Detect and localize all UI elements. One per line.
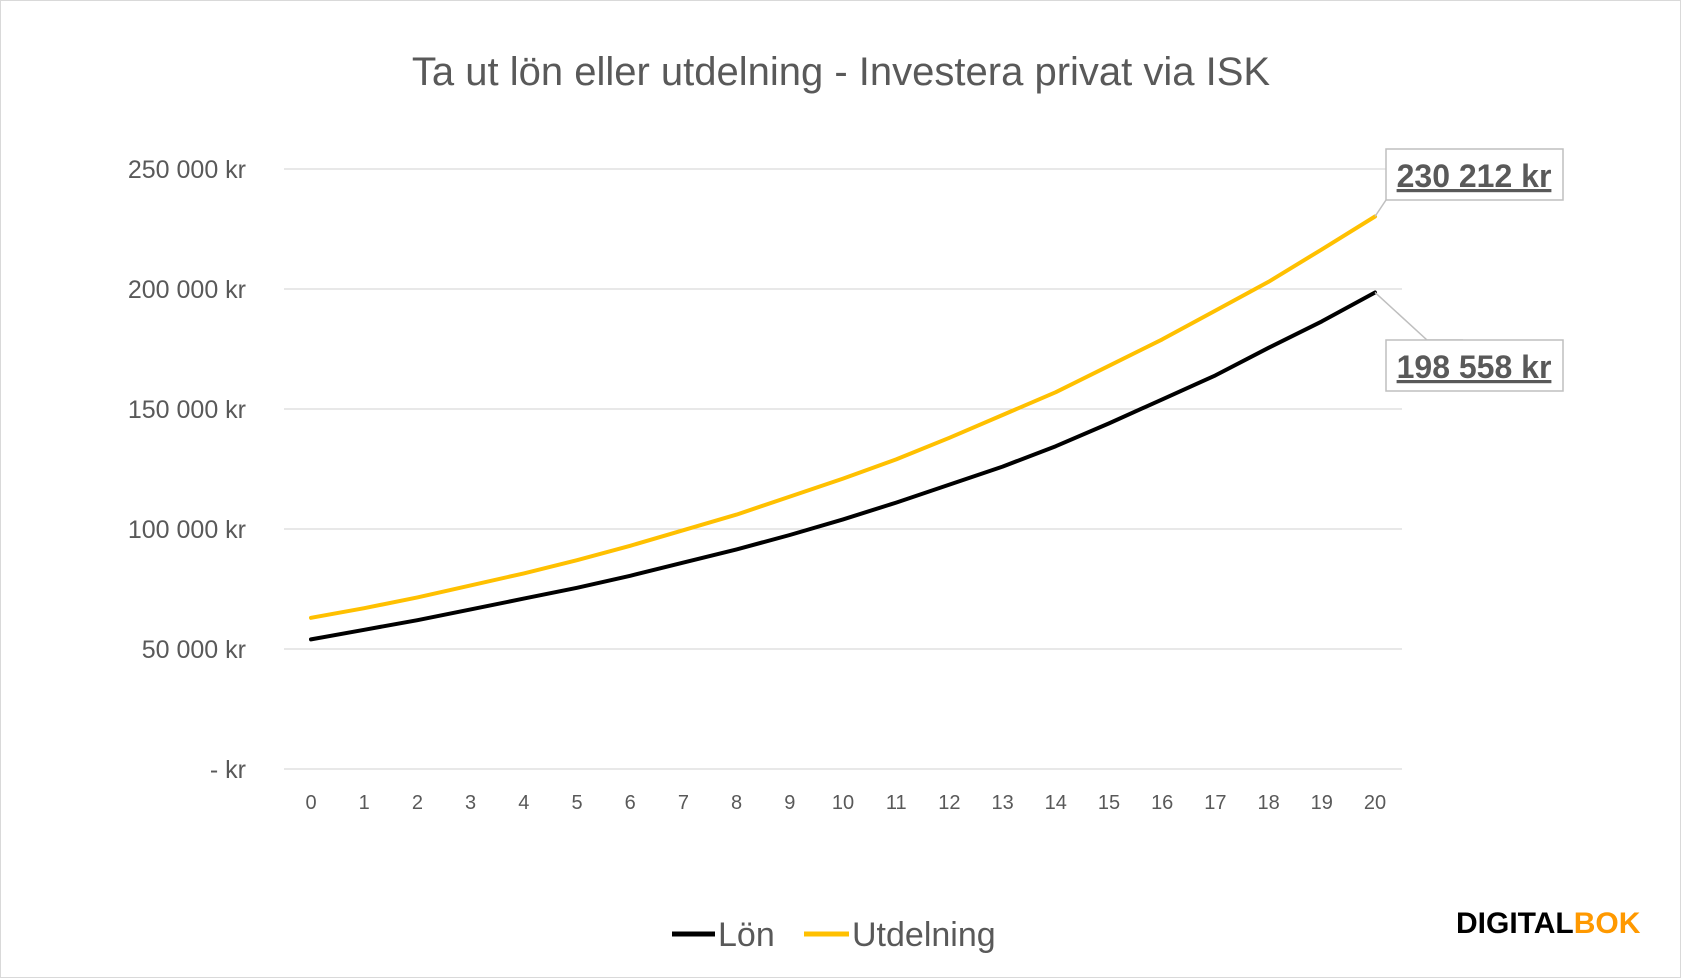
- x-tick-label: 3: [465, 792, 476, 814]
- callout-leader-utdelning: [1374, 199, 1387, 217]
- series-line-lon: [309, 290, 1377, 642]
- legend-label-utdelning: Utdelning: [852, 916, 996, 954]
- x-tick-label: 1: [359, 792, 370, 814]
- legend: Lön Utdelning: [672, 916, 996, 954]
- x-tick-label: 18: [1257, 792, 1279, 814]
- y-tick-label: - kr: [210, 756, 246, 784]
- x-tick-label: 2: [412, 792, 423, 814]
- x-tick-label: 14: [1045, 792, 1067, 814]
- x-axis-ticks: 0 1 2 3 4 5 6 7 8 9 10 11 12 13 14 15 16 17 18 19 20: [305, 792, 1386, 814]
- y-tick-label: 100 000 kr: [128, 516, 246, 544]
- y-axis-ticks: - kr 50 000 kr 100 000 kr 150 000 kr 200 000…: [128, 156, 246, 784]
- x-tick-label: 7: [678, 792, 689, 814]
- x-tick-label: 0: [305, 792, 316, 814]
- brand-logo-part2: BOK: [1574, 907, 1641, 940]
- callout-label-utdelning: 230 212 kr: [1397, 158, 1552, 194]
- x-tick-label: 10: [832, 792, 854, 814]
- callout-leader-lon: [1374, 291, 1463, 341]
- callout-box-utdelning: [1385, 148, 1564, 201]
- x-tick-label: 17: [1204, 792, 1226, 814]
- brand-logo: DIGITALBOK: [1456, 907, 1641, 940]
- x-tick-label: 19: [1311, 792, 1333, 814]
- x-tick-label: 11: [886, 792, 907, 814]
- chart-title: Ta ut lön eller utdelning - Investera pr…: [412, 50, 1271, 94]
- x-tick-label: 16: [1151, 792, 1173, 814]
- x-tick-label: 13: [991, 792, 1013, 814]
- callout-utdelning: 230 212 kr: [1374, 148, 1564, 217]
- x-tick-label: 4: [518, 792, 529, 814]
- callout-label-lon: 198 558 kr: [1397, 349, 1552, 385]
- y-tick-label: 250 000 kr: [128, 156, 246, 184]
- series-line-utdelning: [309, 214, 1377, 620]
- x-tick-label: 12: [938, 792, 960, 814]
- x-tick-label: 20: [1364, 792, 1386, 814]
- callout-lon: 198 558 kr: [1374, 291, 1564, 392]
- x-tick-label: 9: [784, 792, 795, 814]
- x-tick-label: 15: [1098, 792, 1120, 814]
- x-tick-label: 8: [731, 792, 742, 814]
- x-tick-label: 5: [571, 792, 582, 814]
- gridlines: [284, 168, 1402, 770]
- y-tick-label: 200 000 kr: [128, 276, 246, 304]
- series-lines: [309, 214, 1377, 642]
- y-tick-label: 50 000 kr: [142, 636, 246, 664]
- callout-box-lon: [1385, 339, 1564, 392]
- brand-logo-part1: DIGITAL: [1456, 907, 1574, 940]
- x-tick-label: 6: [625, 792, 636, 814]
- legend-label-lon: Lön: [718, 916, 775, 954]
- y-tick-label: 150 000 kr: [128, 396, 246, 424]
